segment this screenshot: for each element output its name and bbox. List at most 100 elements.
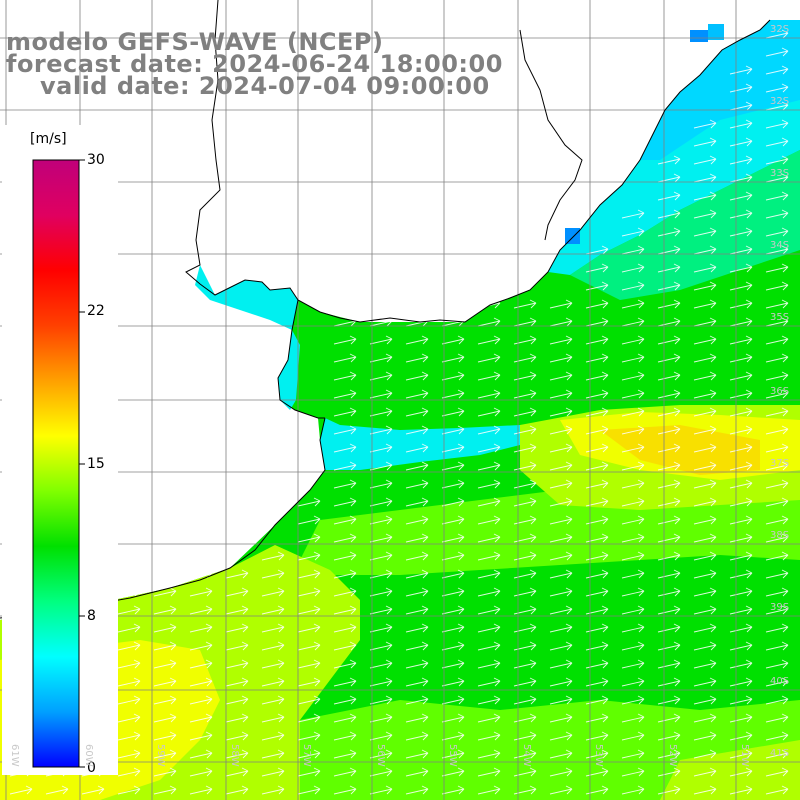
wind-arrow xyxy=(765,677,789,687)
lon-label-53w: 53W xyxy=(593,744,604,767)
wind-arrow xyxy=(549,533,573,543)
wind-arrow xyxy=(729,731,753,741)
wind-arrow xyxy=(81,785,105,795)
wind-arrow xyxy=(765,119,789,129)
wind-arrow xyxy=(693,515,717,525)
wind-arrow xyxy=(657,407,681,417)
colorbar xyxy=(2,125,118,775)
wind-arrow xyxy=(693,767,717,777)
wind-arrow xyxy=(765,533,789,543)
wind-arrow xyxy=(621,245,645,255)
wind-arrow xyxy=(693,749,717,759)
wind-arrow xyxy=(765,263,789,273)
wind-arrow xyxy=(621,695,645,705)
wind-arrow xyxy=(189,587,213,597)
wind-arrow xyxy=(765,515,789,525)
wind-arrow xyxy=(333,353,357,363)
water-cyan-bay xyxy=(278,330,300,410)
wind-arrow xyxy=(621,767,645,777)
wind-arrow xyxy=(405,299,429,309)
water-light-blue-coast xyxy=(640,20,800,160)
wind-arrow xyxy=(693,497,717,507)
wind-arrow xyxy=(693,641,717,651)
wind-arrow xyxy=(621,389,645,399)
water-blue-pixel-2 xyxy=(708,24,724,40)
wind-arrow xyxy=(693,479,717,489)
wind-arrow xyxy=(297,713,321,723)
wind-arrow xyxy=(369,749,393,759)
wind-arrow xyxy=(261,551,285,561)
wind-arrow xyxy=(477,713,501,723)
wind-arrow xyxy=(189,623,213,633)
wind-arrow xyxy=(333,407,357,417)
wind-arrow xyxy=(153,587,177,597)
wind-arrow xyxy=(441,587,465,597)
wind-arrow xyxy=(765,47,789,57)
wind-arrow xyxy=(765,605,789,615)
wind-arrow xyxy=(405,587,429,597)
wind-arrow xyxy=(189,767,213,777)
wind-arrow xyxy=(405,551,429,561)
wind-arrow xyxy=(153,767,177,777)
wind-arrow xyxy=(369,515,393,525)
wind-arrow xyxy=(765,731,789,741)
wind-arrow xyxy=(405,641,429,651)
wind-arrow xyxy=(657,569,681,579)
wind-arrow xyxy=(621,659,645,669)
wind-arrow xyxy=(225,785,249,795)
wind-arrow xyxy=(693,371,717,381)
wind-arrow xyxy=(333,479,357,489)
wind-arrow xyxy=(657,515,681,525)
wind-arrow xyxy=(693,713,717,723)
wind-arrow xyxy=(405,425,429,435)
water-yellow-orange-east xyxy=(600,425,760,475)
wind-arrow xyxy=(729,443,753,453)
wind-arrow xyxy=(153,713,177,723)
wind-arrow xyxy=(729,65,753,75)
wind-arrow xyxy=(729,479,753,489)
wind-arrow xyxy=(153,605,177,615)
wind-arrow xyxy=(117,605,141,615)
wind-arrow xyxy=(729,263,753,273)
wind-arrow xyxy=(657,695,681,705)
wind-arrow xyxy=(441,353,465,363)
lat-label-33s: 33S xyxy=(770,168,790,179)
wind-arrow xyxy=(765,389,789,399)
wind-arrow xyxy=(729,389,753,399)
wind-arrow xyxy=(261,569,285,579)
wind-arrow xyxy=(729,497,753,507)
wind-arrow xyxy=(225,659,249,669)
wind-arrow xyxy=(477,335,501,345)
wind-arrow xyxy=(729,191,753,201)
wind-arrow xyxy=(297,767,321,777)
wind-arrow xyxy=(549,767,573,777)
wind-arrow xyxy=(369,641,393,651)
wind-arrow xyxy=(333,515,357,525)
wind-arrow xyxy=(765,371,789,381)
wind-arrow xyxy=(117,749,141,759)
wind-arrow xyxy=(765,209,789,219)
wind-arrow xyxy=(477,785,501,795)
wind-arrow xyxy=(693,569,717,579)
wind-arrow xyxy=(693,389,717,399)
wind-arrow xyxy=(729,227,753,237)
wind-arrow xyxy=(657,713,681,723)
wind-arrow xyxy=(441,407,465,417)
colorbar-unit: [m/s] xyxy=(30,131,67,147)
wind-arrow xyxy=(657,209,681,219)
wind-arrow xyxy=(657,605,681,615)
wind-arrow xyxy=(693,317,717,327)
wind-arrow xyxy=(765,587,789,597)
wind-arrow xyxy=(225,641,249,651)
wind-arrow xyxy=(621,641,645,651)
wind-arrow xyxy=(369,551,393,561)
wind-arrow xyxy=(549,335,573,345)
wind-arrow xyxy=(549,497,573,507)
wind-arrow xyxy=(729,155,753,165)
wind-arrow xyxy=(657,731,681,741)
wind-arrow xyxy=(333,425,357,435)
wind-arrow xyxy=(765,749,789,759)
wind-arrow xyxy=(693,605,717,615)
wind-arrow xyxy=(225,677,249,687)
wind-arrow xyxy=(657,155,681,165)
